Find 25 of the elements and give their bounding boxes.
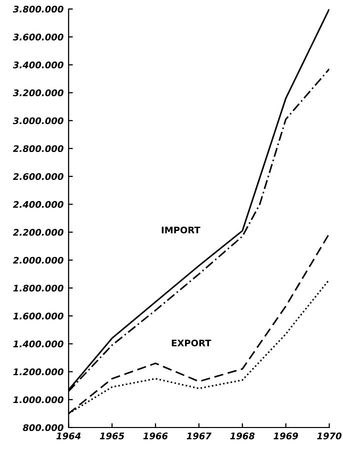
x-tick-label: 1967 [186,432,212,440]
y-tick-label: 2.000.000 [12,256,64,264]
y-tick-label: 2.200.000 [12,228,64,236]
y-tick-label: 3.400.000 [12,62,64,68]
y-tick-label: 3.000.000 [12,117,64,124]
y-tick-label: 1.600.000 [13,312,64,320]
y-tick-label: 1.800.000 [13,284,64,292]
annotation: EXPORT [172,340,212,346]
y-tick-label: 1.000.000 [13,396,64,404]
y-tick-label: 3.600.000 [12,34,64,40]
y-tick-label: 2.400.000 [12,201,64,208]
x-tick-label: 1965 [100,432,124,440]
y-tick-label: 2.600.000 [12,173,64,180]
x-tick-label: 1966 [143,432,168,440]
annotation: IMPORT [162,226,200,234]
y-tick-label: 3.200.000 [12,89,64,96]
x-tick-label: 1968 [230,432,255,440]
y-tick-label: 3.800.000 [12,6,64,13]
y-tick-label: 800.000 [22,424,64,432]
y-tick-label: 1.400.000 [13,340,64,348]
y-tick-label: 1.200.000 [13,368,64,376]
x-tick-label: 1964 [56,432,81,440]
y-tick-label: 2.800.000 [12,145,64,152]
x-tick-label: 1970 [317,432,342,440]
x-tick-label: 1969 [274,432,298,440]
